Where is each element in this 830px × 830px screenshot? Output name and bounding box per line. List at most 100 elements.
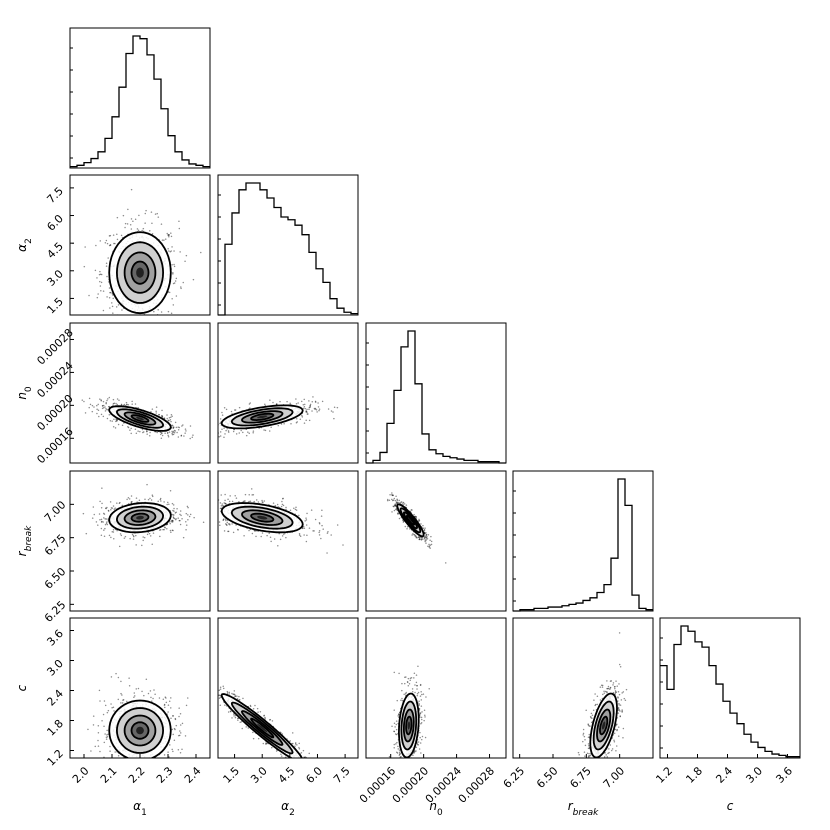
sample-point	[336, 406, 339, 409]
sample-point	[144, 212, 147, 215]
sample-point	[104, 527, 106, 530]
sample-point	[142, 431, 144, 434]
sample-point	[222, 685, 224, 688]
sample-point	[102, 521, 104, 523]
sample-point	[105, 262, 108, 264]
sample-point	[236, 695, 238, 697]
sample-point	[298, 533, 301, 535]
sample-point	[220, 504, 223, 507]
sample-point	[101, 319, 103, 321]
sample-point	[279, 400, 281, 403]
sample-point	[295, 509, 298, 511]
sample-point	[229, 523, 231, 526]
panel-content	[72, 188, 202, 330]
sample-point	[149, 431, 151, 434]
sample-point	[194, 434, 196, 436]
sample-point	[83, 400, 85, 403]
sample-point	[168, 521, 171, 523]
sample-point	[161, 432, 163, 434]
sample-point	[114, 324, 116, 326]
sample-point	[314, 408, 316, 410]
sample-point	[289, 509, 292, 511]
sample-point	[336, 524, 339, 526]
sample-point	[422, 524, 424, 527]
sample-point	[226, 524, 228, 527]
sample-point	[108, 296, 111, 299]
sample-point	[109, 501, 112, 503]
sample-point	[397, 513, 399, 515]
sample-point	[296, 421, 298, 423]
sample-point	[110, 536, 112, 539]
sample-point	[172, 272, 174, 274]
sample-point	[97, 293, 99, 295]
sample-point	[413, 534, 416, 536]
sample-point	[111, 507, 114, 509]
sample-point	[146, 430, 148, 433]
sample-point	[140, 328, 142, 330]
sample-point	[118, 545, 121, 548]
sample-point	[402, 503, 404, 506]
contour-line-2	[241, 509, 284, 526]
sample-point	[104, 410, 107, 412]
sample-point	[167, 234, 169, 236]
panel-frame	[659, 617, 801, 759]
contour-line-0	[396, 503, 425, 538]
sample-point	[425, 533, 428, 536]
sample-point	[411, 509, 413, 511]
sample-point	[96, 408, 98, 410]
sample-point	[284, 532, 286, 535]
sample-point	[393, 497, 396, 500]
sample-point	[222, 519, 224, 521]
sample-point	[418, 518, 420, 521]
sample-point	[105, 736, 108, 738]
sample-point	[116, 502, 118, 504]
sample-point	[171, 298, 173, 300]
sample-point	[168, 419, 170, 422]
sample-point	[428, 545, 431, 547]
sample-point	[125, 401, 128, 404]
sample-point	[171, 415, 173, 417]
sample-point	[294, 742, 297, 744]
sample-point	[162, 528, 164, 531]
sample-point	[160, 500, 162, 502]
sample-point	[115, 306, 118, 308]
sample-point	[178, 426, 181, 429]
sample-point	[224, 493, 226, 496]
sample-point	[173, 514, 175, 516]
sample-point	[327, 531, 329, 533]
sample-point	[160, 760, 162, 762]
sample-point	[99, 500, 101, 503]
sample-point	[172, 517, 175, 519]
sample-point	[141, 793, 143, 795]
sample-point	[161, 432, 163, 434]
sample-point	[106, 399, 108, 402]
sample-point	[402, 501, 405, 504]
sample-point	[173, 265, 176, 268]
sample-point	[97, 725, 100, 727]
sample-point	[106, 242, 109, 245]
sample-point	[99, 750, 101, 753]
sample-point	[128, 685, 131, 687]
sample-point	[177, 734, 180, 737]
sample-point	[309, 406, 311, 408]
sample-point	[226, 690, 229, 693]
sample-point	[184, 428, 187, 430]
contour-line-3	[250, 512, 275, 523]
sample-point	[280, 423, 283, 425]
sample-point	[167, 751, 169, 753]
sample-point	[215, 504, 217, 506]
sample-point	[103, 404, 105, 407]
sample-point	[394, 505, 397, 507]
sample-point	[391, 494, 394, 497]
sample-point	[305, 411, 307, 413]
sample-point	[171, 264, 173, 266]
sample-point	[113, 710, 115, 712]
sample-point	[278, 532, 280, 535]
sample-point	[102, 400, 105, 403]
sample-point	[130, 218, 133, 220]
sample-point	[263, 429, 265, 431]
sample-point	[173, 517, 176, 520]
sample-point	[255, 535, 257, 538]
sample-point	[305, 517, 307, 519]
sample-point	[129, 224, 132, 226]
